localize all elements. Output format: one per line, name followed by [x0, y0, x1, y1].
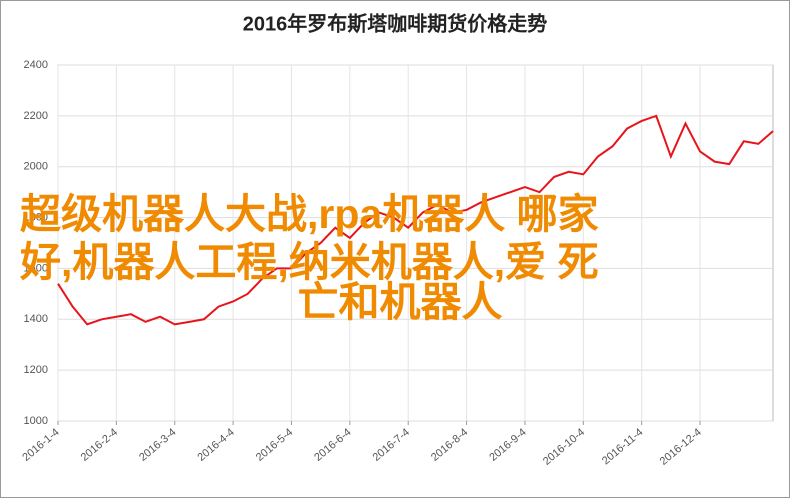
- y-tick-label: 1800: [24, 211, 48, 223]
- line: [57, 114, 774, 326]
- y-tick-label: 1200: [24, 364, 48, 376]
- chart-title: 2016年罗布斯塔咖啡期货价格走势: [243, 11, 548, 35]
- y-tick-label: 1000: [24, 415, 48, 427]
- y-tick-label: 2200: [24, 110, 48, 122]
- overlay: 超级机器人大战,rpa机器人 哪家 好,机器人工程,纳米机器人,爱 死 亡和机器…: [19, 191, 599, 325]
- overlay-text: 超级机器人大战,rpa机器人 哪家: [20, 191, 599, 237]
- y-tick-label: 2400: [24, 59, 48, 71]
- overlay-text: 亡和机器人: [298, 279, 503, 325]
- plot-area: [57, 64, 774, 422]
- y-tick-label: 1400: [24, 313, 48, 325]
- y-tick-label: 2000: [24, 161, 48, 173]
- overlay-text: 好,机器人工程,纳米机器人,爱 死: [19, 239, 599, 285]
- y-tick-label: 1600: [24, 262, 48, 274]
